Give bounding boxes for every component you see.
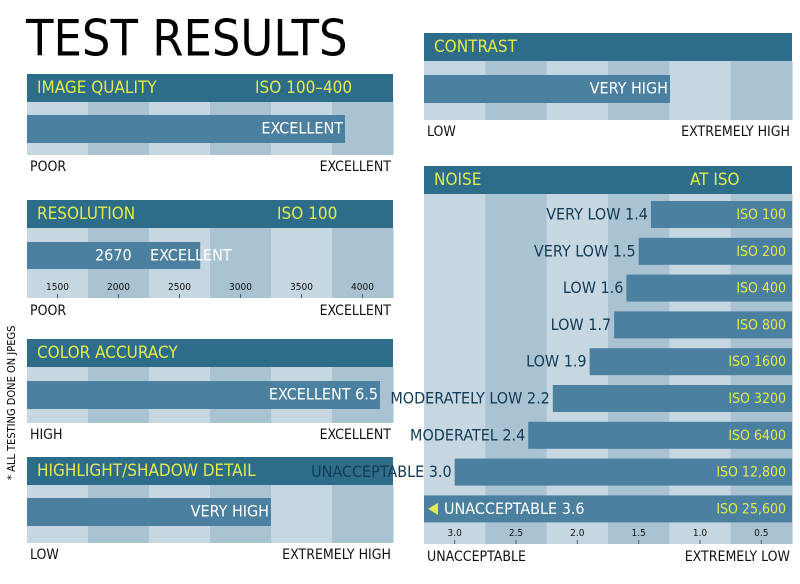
column-stripe [730, 61, 793, 120]
footnote: * ALL TESTING DONE ON JPEGS [5, 326, 18, 480]
column-stripe [424, 194, 486, 544]
column-stripe [271, 228, 333, 298]
noise-label: LOW 1.9 [526, 352, 586, 371]
panel-header [424, 166, 792, 194]
noise-bar [454, 458, 792, 486]
noise-bar [552, 385, 792, 412]
iso-label: ISO 100 [736, 207, 786, 223]
iso-label: ISO 1600 [728, 354, 786, 370]
panel-subtitle: AT ISO [690, 170, 740, 190]
rating-bar [27, 381, 380, 409]
scale-high: EXCELLENT [320, 159, 392, 175]
x-tick-label: 0.5 [754, 528, 768, 539]
column-stripe [485, 194, 548, 544]
column-stripe [332, 485, 394, 543]
scale-low: HIGH [30, 427, 62, 443]
noise-bars [424, 201, 792, 523]
rating-bar [27, 115, 345, 143]
noise-label: LOW 1.7 [551, 315, 611, 334]
noise-bar [424, 495, 792, 523]
iso-label: ISO 800 [736, 317, 786, 333]
noise-bar [638, 237, 792, 265]
iso-label: ISO 3200 [728, 391, 786, 407]
noise-bar [626, 274, 792, 302]
noise-label: VERY LOW 1.5 [534, 241, 636, 260]
panel-subtitle: ISO 100–400 [255, 78, 352, 98]
rating-label: EXCELLENT [261, 119, 343, 138]
x-tick-label: 3.0 [448, 528, 463, 539]
value-label: 2670 [95, 246, 132, 265]
scale-low: UNACCEPTABLE [427, 549, 526, 565]
panel-header [27, 200, 393, 228]
x-tick-label: 3000 [229, 282, 252, 293]
panel-header [27, 457, 393, 485]
noise-bar [528, 421, 792, 449]
panel-header [424, 33, 792, 61]
rating-label: VERY HIGH [191, 502, 269, 521]
rating-label: VERY HIGH [590, 79, 668, 98]
panel-title: HIGHLIGHT/SHADOW DETAIL [37, 461, 256, 481]
noise-label: LOW 1.6 [563, 278, 623, 297]
iso-label: ISO 400 [736, 281, 786, 297]
x-tick-label: 2500 [168, 282, 191, 293]
noise-label: VERY LOW 1.4 [546, 205, 648, 224]
panel-header [27, 339, 393, 367]
x-tick-label: 2.5 [509, 528, 523, 539]
x-tick-label: 2000 [107, 282, 130, 293]
noise-label: UNACCEPTABLE 3.0 [311, 462, 452, 481]
x-tick-label: 2.0 [570, 528, 585, 539]
panel-title: IMAGE QUALITY [37, 78, 157, 98]
column-stripe [271, 485, 333, 543]
column-stripe [332, 228, 394, 298]
column-stripe [669, 61, 732, 120]
panel-title: COLOR ACCURACY [37, 343, 178, 363]
x-tick-label: 1500 [46, 282, 69, 293]
scale-low: LOW [30, 547, 59, 563]
x-tick-label: 3500 [290, 282, 313, 293]
title: TEST RESULTS [25, 10, 348, 68]
rating-bar [27, 498, 271, 526]
noise-label: MODERATEL 2.4 [410, 425, 525, 444]
panel-subtitle: ISO 100 [277, 204, 337, 224]
x-tick-label: 1.5 [632, 528, 646, 539]
scale-low: POOR [30, 159, 66, 175]
noise-bar [589, 348, 792, 376]
off-scale-arrow [428, 502, 438, 515]
scale-high: EXTREMELY HIGH [282, 547, 391, 563]
scale-low: POOR [30, 303, 66, 319]
scale-high: EXTREMELY LOW [685, 549, 791, 565]
panel-title: RESOLUTION [37, 204, 135, 224]
x-tick-label: 1.0 [693, 528, 708, 539]
iso-label: ISO 12,800 [716, 465, 786, 481]
rating-label: EXCELLENT [150, 246, 232, 265]
scale-low: LOW [427, 124, 456, 140]
resolution-bar [27, 242, 201, 269]
rating-bar [424, 75, 670, 103]
noise-bar [650, 201, 792, 228]
column-stripe [210, 228, 272, 298]
iso-label: ISO 200 [736, 244, 786, 260]
scale-high: EXCELLENT [320, 427, 392, 443]
panel-header [27, 74, 393, 102]
panel-title: CONTRAST [434, 37, 518, 57]
scale-high: EXTREMELY HIGH [681, 124, 790, 140]
scale-row [424, 544, 792, 568]
noise-bar [614, 311, 792, 339]
panel-title: NOISE [434, 170, 481, 190]
noise-label: UNACCEPTABLE 3.6 [444, 499, 585, 518]
scale-high: EXCELLENT [320, 303, 392, 319]
x-tick-label: 4000 [351, 282, 374, 293]
noise-label: MODERATELY LOW 2.2 [390, 389, 549, 408]
rating-label: EXCELLENT 6.5 [269, 385, 378, 404]
iso-label: ISO 6400 [728, 428, 786, 444]
iso-label: ISO 25,600 [716, 501, 786, 517]
